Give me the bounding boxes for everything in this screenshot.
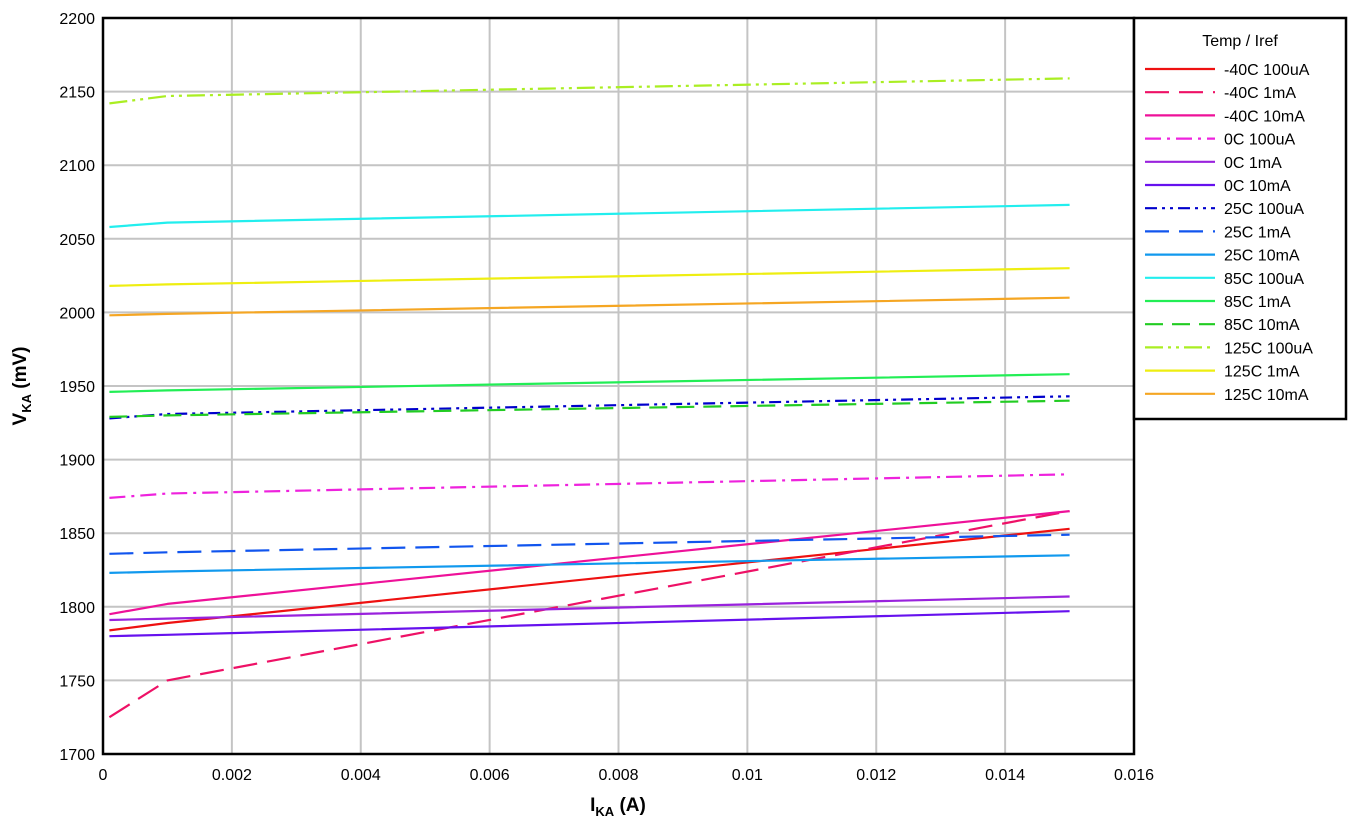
legend-label: 25C 10mA bbox=[1224, 248, 1300, 265]
x-axis-title-unit: (A) bbox=[614, 795, 646, 816]
legend-label: 125C 1mA bbox=[1224, 364, 1300, 381]
series-line bbox=[109, 373, 1070, 393]
x-axis-ticks: 0 0.002 0.004 0.006 0.008 0.01 0.012 0.014 0.016 bbox=[99, 767, 1155, 784]
y-axis-title-main: V bbox=[10, 412, 31, 425]
legend-label: -40C 100uA bbox=[1224, 62, 1310, 79]
series-line bbox=[109, 510, 1070, 616]
x-tick-label: 0.006 bbox=[470, 767, 510, 784]
legend-label: 0C 10mA bbox=[1224, 178, 1291, 195]
y-tick-label: 1800 bbox=[59, 600, 95, 617]
y-tick-label: 1750 bbox=[59, 673, 95, 690]
y-tick-label: 2000 bbox=[59, 305, 95, 322]
legend-box bbox=[1132, 16, 1348, 421]
series-line bbox=[109, 595, 1070, 622]
x-tick-label: 0.016 bbox=[1114, 767, 1154, 784]
x-tick-label: 0.012 bbox=[856, 767, 896, 784]
legend-label: 85C 1mA bbox=[1224, 294, 1291, 311]
series-line bbox=[109, 533, 1070, 555]
legend-label: 85C 10mA bbox=[1224, 317, 1300, 334]
y-axis-ticks: 1700 1750 1800 1850 1900 1950 2000 2050 2100 2150… bbox=[59, 11, 95, 764]
legend: Temp / Iref -40C 100uA -40C 1mA -40C 10mA 0… bbox=[1132, 16, 1348, 421]
y-tick-label: 1900 bbox=[59, 453, 95, 470]
x-tick-label: 0.002 bbox=[212, 767, 252, 784]
legend-label: -40C 10mA bbox=[1224, 108, 1305, 125]
x-tick-label: 0 bbox=[99, 767, 108, 784]
x-tick-label: 0.01 bbox=[732, 767, 763, 784]
x-tick-label: 0.014 bbox=[985, 767, 1025, 784]
y-tick-label: 1700 bbox=[59, 747, 95, 764]
series-line bbox=[109, 203, 1070, 229]
legend-label: 0C 100uA bbox=[1224, 132, 1295, 149]
y-tick-label: 1950 bbox=[59, 379, 95, 396]
series-line bbox=[109, 473, 1070, 499]
y-tick-label: 2100 bbox=[59, 158, 95, 175]
series-line bbox=[109, 395, 1070, 420]
series-layer bbox=[108, 77, 1070, 719]
legend-label: 85C 100uA bbox=[1224, 271, 1304, 288]
legend-label: 25C 1mA bbox=[1224, 224, 1291, 241]
series-line bbox=[109, 554, 1070, 574]
y-tick-label: 2050 bbox=[59, 232, 95, 249]
y-tick-label: 2150 bbox=[59, 85, 95, 102]
series-line bbox=[108, 510, 1070, 719]
x-axis-title-subscript: KA bbox=[595, 804, 614, 817]
y-axis-title-subscript: KA bbox=[19, 393, 34, 412]
series-line bbox=[109, 267, 1070, 287]
y-axis-title-unit: (mV) bbox=[10, 347, 31, 395]
series-line bbox=[109, 610, 1070, 638]
legend-title: Temp / Iref bbox=[1202, 33, 1278, 50]
y-tick-label: 1850 bbox=[59, 526, 95, 543]
legend-items: -40C 100uA -40C 1mA -40C 10mA 0C 100uA 0C 1m… bbox=[1145, 62, 1313, 404]
y-tick-label: 2200 bbox=[59, 11, 95, 28]
legend-label: 0C 1mA bbox=[1224, 155, 1282, 172]
y-axis-title: VKA (mV) bbox=[10, 347, 34, 426]
series-line bbox=[109, 399, 1070, 418]
legend-label: 25C 100uA bbox=[1224, 201, 1304, 218]
legend-label: -40C 1mA bbox=[1224, 85, 1296, 102]
x-tick-label: 0.004 bbox=[341, 767, 381, 784]
legend-label: 125C 10mA bbox=[1224, 387, 1309, 404]
grid bbox=[103, 18, 1134, 754]
x-axis-title-main: I bbox=[590, 795, 595, 816]
series-line bbox=[109, 296, 1070, 317]
x-tick-label: 0.008 bbox=[598, 767, 638, 784]
x-axis-title: IKA (A) bbox=[590, 795, 646, 817]
legend-label: 125C 100uA bbox=[1224, 340, 1313, 357]
